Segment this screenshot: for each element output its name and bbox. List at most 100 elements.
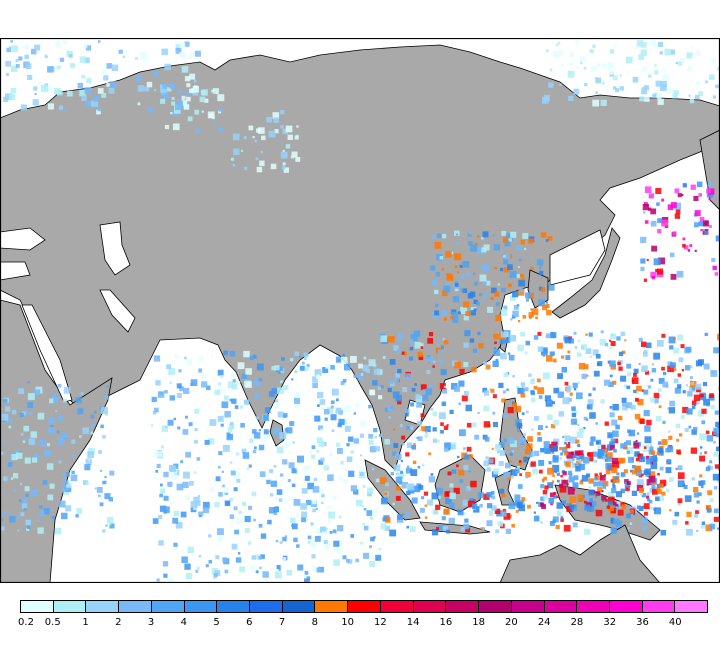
precip-cell xyxy=(667,204,674,211)
precip-cell xyxy=(643,349,648,354)
precip-cell xyxy=(295,514,299,518)
precip-cell xyxy=(575,439,580,444)
precip-cell xyxy=(539,270,544,275)
precip-cell xyxy=(367,491,372,497)
precip-cell xyxy=(176,483,184,491)
precip-cell xyxy=(271,366,276,371)
precip-cell xyxy=(101,93,107,98)
precip-cell xyxy=(464,518,469,523)
precip-cell xyxy=(468,231,472,235)
precip-cell xyxy=(524,247,527,251)
precip-cell xyxy=(650,208,657,215)
precip-cell xyxy=(641,341,647,347)
precip-cell xyxy=(196,457,201,461)
colorbar-label: 24 xyxy=(537,617,551,628)
precip-cell xyxy=(482,387,488,393)
precip-cell xyxy=(482,264,489,272)
precip-cell xyxy=(224,491,228,496)
precip-cell xyxy=(337,525,344,532)
precip-cell xyxy=(582,456,590,464)
precip-cell xyxy=(577,444,581,447)
precip-cell xyxy=(537,346,544,352)
precip-cell xyxy=(62,398,67,403)
precip-cell xyxy=(552,454,556,458)
precip-cell xyxy=(605,454,608,457)
precip-cell xyxy=(474,434,480,440)
precip-cell xyxy=(541,348,548,356)
precip-cell xyxy=(164,390,168,394)
precip-cell xyxy=(501,231,507,236)
precip-cell xyxy=(233,471,241,479)
precip-cell xyxy=(654,64,657,67)
precip-cell xyxy=(491,505,497,511)
precip-cell xyxy=(595,509,603,517)
precip-cell xyxy=(275,571,282,579)
precip-cell xyxy=(458,469,465,476)
precip-cell xyxy=(688,94,691,97)
precip-cell xyxy=(501,251,504,254)
precip-cell xyxy=(426,499,433,506)
precip-cell xyxy=(463,390,469,396)
precip-cell xyxy=(411,445,416,450)
precip-cell xyxy=(564,441,567,445)
precip-cell xyxy=(214,502,220,508)
precip-cell xyxy=(682,406,689,413)
precip-cell xyxy=(668,435,673,440)
precip-cell xyxy=(566,444,571,449)
precip-cell xyxy=(477,492,484,499)
precip-cell xyxy=(699,455,705,462)
precip-cell xyxy=(651,85,654,88)
precip-cell xyxy=(5,93,12,101)
precip-cell xyxy=(568,338,574,344)
land-japan xyxy=(551,227,621,319)
precip-cell xyxy=(448,517,455,525)
precip-cell xyxy=(413,330,421,338)
precip-cell xyxy=(559,447,563,451)
precip-cell xyxy=(30,431,37,438)
precip-cell xyxy=(667,365,675,373)
precip-cell xyxy=(494,266,497,270)
precip-cell xyxy=(567,350,571,354)
precip-cell xyxy=(691,46,694,49)
precip-cell xyxy=(2,511,7,516)
precip-cell xyxy=(533,335,539,340)
precip-cell xyxy=(371,509,378,516)
precip-cell xyxy=(225,417,228,420)
precip-cell xyxy=(256,128,261,133)
precip-cell xyxy=(337,540,343,546)
precip-cell xyxy=(644,468,651,475)
precip-cell xyxy=(258,556,263,560)
precip-cell xyxy=(587,399,594,406)
precip-cell xyxy=(511,450,515,453)
precip-cell xyxy=(276,446,284,454)
precip-cell xyxy=(97,40,101,43)
precip-cell xyxy=(194,408,200,414)
precip-cell xyxy=(528,312,534,318)
precip-cell xyxy=(445,497,452,504)
precip-cell xyxy=(545,333,551,339)
precip-cell xyxy=(101,407,108,414)
precip-cell xyxy=(86,78,92,84)
precip-cell xyxy=(70,63,75,68)
precip-cell xyxy=(483,421,490,428)
precip-cell xyxy=(683,245,689,250)
precip-cell xyxy=(291,468,297,474)
precip-cell xyxy=(186,83,191,88)
precip-cell xyxy=(189,73,196,80)
precip-cell xyxy=(528,315,532,319)
precip-cell xyxy=(416,437,419,440)
precip-cell xyxy=(700,393,704,398)
precip-cell xyxy=(363,525,369,531)
precip-cell xyxy=(318,441,325,447)
precip-cell xyxy=(474,281,478,286)
precip-cell xyxy=(517,266,520,269)
precip-cell xyxy=(646,258,649,261)
precip-cell xyxy=(195,569,199,573)
precip-cell xyxy=(709,225,712,228)
precip-cell xyxy=(247,541,252,545)
precip-cell xyxy=(328,511,336,519)
precip-cell xyxy=(695,383,702,390)
precip-cell xyxy=(472,422,477,427)
precip-cell xyxy=(436,233,442,238)
precip-cell xyxy=(401,435,406,440)
